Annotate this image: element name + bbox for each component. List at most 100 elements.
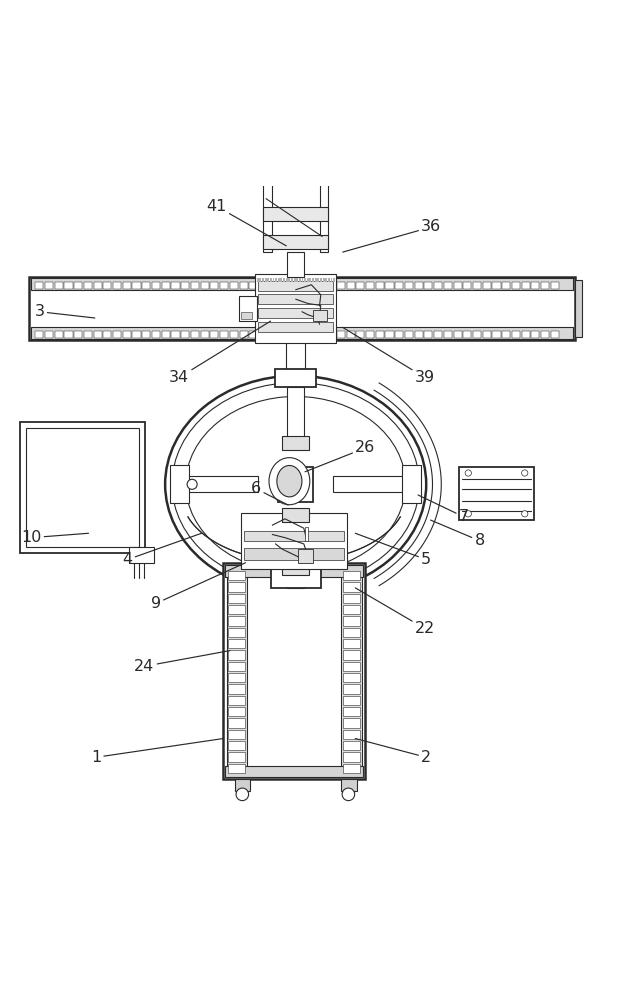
Bar [223,563,365,779]
Text: 2: 2 [355,738,431,765]
Bar [249,331,257,338]
Bar [133,282,141,289]
Bar [512,282,520,289]
Bar [123,331,131,338]
Bar [142,282,150,289]
Bar [502,331,510,338]
Bar [228,673,245,682]
Bar [228,718,245,728]
Bar [291,278,293,282]
Bar [130,547,155,563]
Bar [541,282,549,289]
Bar [425,331,433,338]
Text: 10: 10 [21,530,89,545]
Bar [341,779,357,791]
Bar [444,331,452,338]
Bar [403,465,421,503]
Bar [249,282,257,289]
Bar [521,331,530,338]
Text: 36: 36 [343,219,442,252]
Circle shape [521,470,528,476]
Bar [343,594,360,603]
Bar [356,331,364,338]
Bar [225,766,363,777]
Bar [288,278,290,282]
Bar [210,282,218,289]
Bar [308,282,316,289]
Bar [228,752,245,762]
Bar [152,331,160,338]
Ellipse shape [277,465,302,497]
Bar [278,278,280,282]
Bar [463,282,471,289]
Bar [434,282,442,289]
Bar [347,282,355,289]
Bar [74,331,82,338]
Bar [263,174,272,252]
Bar [26,428,139,547]
Bar [286,278,287,282]
Bar [343,650,360,660]
Bar [191,282,199,289]
Bar [493,331,501,338]
Bar [282,508,309,522]
Bar [343,696,360,705]
Bar [181,282,189,289]
Bar [265,278,267,282]
Bar [343,718,360,728]
Text: 7: 7 [418,495,469,524]
Bar [343,684,360,694]
Bar [298,282,306,289]
Bar [64,331,72,338]
Bar [64,282,72,289]
Text: 22: 22 [355,588,435,636]
Bar [317,282,325,289]
Bar [133,331,141,338]
Bar [328,278,330,282]
Bar [463,331,471,338]
Bar [258,294,333,304]
Bar [228,696,245,705]
Bar [287,522,304,582]
Bar [286,340,305,371]
Bar [35,282,43,289]
Bar [312,278,314,282]
Bar [395,282,403,289]
Bar [241,513,347,569]
Bar [323,278,325,282]
Bar [288,331,296,338]
Bar [142,331,150,338]
Bar [287,387,304,444]
Bar [162,282,170,289]
Bar [172,331,179,338]
Bar [269,331,277,338]
Bar [257,278,259,282]
Bar [270,563,321,588]
Bar [337,282,345,289]
Bar [35,331,43,338]
Bar [575,280,582,337]
Bar [551,282,559,289]
Bar [343,662,360,671]
Circle shape [187,479,197,489]
Bar [267,278,269,282]
Bar [512,331,520,338]
Bar [263,235,328,249]
Bar [228,684,245,694]
Bar [228,571,245,580]
Bar [532,331,540,338]
Text: 34: 34 [169,321,270,385]
Bar [459,467,534,520]
Bar [181,331,189,338]
Bar [320,278,322,282]
Bar [220,331,228,338]
Bar [405,282,413,289]
Bar [84,282,92,289]
Bar [269,282,277,289]
Bar [343,730,360,739]
Bar [258,308,333,318]
Bar [454,331,462,338]
Bar [343,571,360,580]
Text: 8: 8 [431,520,485,548]
Bar [276,278,277,282]
